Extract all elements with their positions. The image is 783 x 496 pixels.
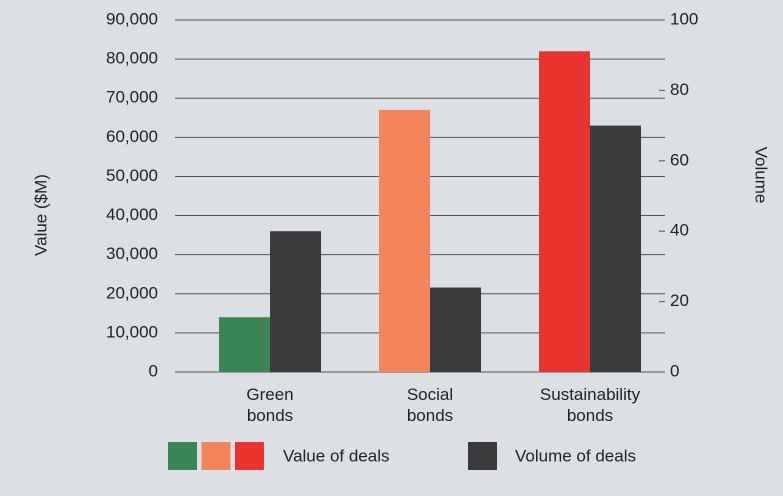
y2-tick-label: 0: [670, 361, 679, 380]
y-tick-label: 50,000: [106, 166, 158, 185]
bar: [219, 317, 270, 372]
x-tick-label: Green bonds: [246, 385, 294, 425]
bar: [590, 125, 641, 372]
y-axis-title: Value ($M): [31, 174, 50, 256]
y-tick-label: 20,000: [106, 283, 158, 302]
y-tick-label: 10,000: [106, 322, 158, 341]
y-tick-label: 70,000: [106, 88, 158, 107]
y-tick-label: 0: [149, 361, 158, 380]
y-tick-label: 90,000: [106, 9, 158, 28]
bar: [270, 231, 321, 372]
legend-label: Volume of deals: [515, 446, 636, 465]
bar: [430, 287, 481, 372]
y2-tick-label: 100: [670, 9, 698, 28]
y-tick-label: 60,000: [106, 127, 158, 146]
y-tick-label: 80,000: [106, 49, 158, 68]
y2-axis-title: Volume: [752, 147, 771, 204]
legend-swatch: [235, 442, 264, 470]
y-tick-label: 40,000: [106, 205, 158, 224]
bar: [539, 51, 590, 373]
legend-swatch: [468, 442, 497, 470]
y2-tick-label: 60: [670, 150, 689, 169]
bar: [379, 109, 430, 372]
y2-tick-label: 40: [670, 221, 689, 240]
y2-tick-label: 80: [670, 80, 689, 99]
legend-label: Value of deals: [283, 446, 389, 465]
y-tick-label: 30,000: [106, 244, 158, 263]
legend-swatch: [168, 442, 197, 470]
legend-swatch: [201, 442, 231, 470]
y2-tick-label: 20: [670, 291, 689, 310]
x-tick-label: Sustainability bonds: [539, 385, 641, 425]
x-tick-label: Social bonds: [406, 385, 454, 425]
